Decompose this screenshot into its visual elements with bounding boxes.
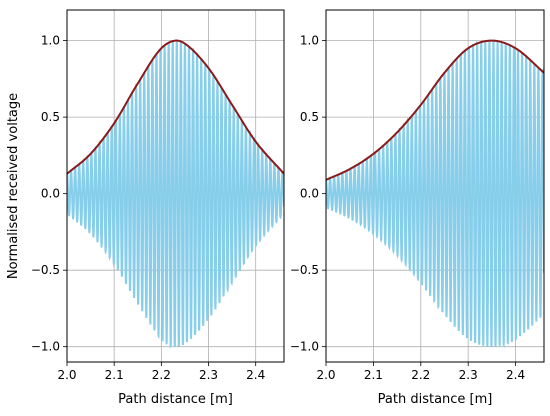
right-x-axis-label: Path distance [m]: [378, 392, 493, 407]
right-panel: 2.0 2.1 2.2 2.3 2.4 −1.0 −0.5 0.0 0.5 1.0 Path di…: [290, 9, 545, 407]
left-y-tick-label: 1.0: [41, 34, 60, 48]
right-envelope-line: [326, 39, 544, 181]
left-y-tick-label: 0.5: [41, 110, 60, 124]
right-plot-area: [326, 39, 544, 349]
left-y-axis-label: Normalised received voltage: [6, 93, 21, 279]
left-y-tick-label: 0.0: [41, 187, 60, 201]
right-x-tick-label: 2.2: [411, 368, 430, 382]
right-y-tick-label: −1.0: [290, 340, 319, 354]
right-x-tick-label: 2.3: [459, 368, 478, 382]
right-axes-frame: [325, 9, 545, 363]
right-x-tick-label: 2.4: [506, 368, 525, 382]
right-signal-line: [326, 40, 544, 349]
left-envelope-line: [67, 39, 284, 175]
right-x-tick-label: 2.0: [316, 368, 335, 382]
left-axes-frame: [66, 9, 285, 363]
right-y-tick-label: 0.0: [300, 187, 319, 201]
right-y-tick-label: −0.5: [290, 263, 319, 277]
left-x-tick-label: 2.2: [152, 368, 171, 382]
right-x-tick-label: 2.1: [364, 368, 383, 382]
right-y-tick-label: 0.5: [300, 110, 319, 124]
left-x-tick-label: 2.4: [246, 368, 265, 382]
left-signal-line: [67, 40, 284, 349]
left-ticks: 2.0 2.1 2.2 2.3 2.4 −1.0 −0.5 0.0 0.5 1.0: [31, 34, 265, 382]
right-y-tick-label: 1.0: [300, 34, 319, 48]
right-ticks: 2.0 2.1 2.2 2.3 2.4 −1.0 −0.5 0.0 0.5 1.0: [290, 34, 525, 382]
left-plot-area: [67, 39, 284, 349]
left-x-tick-label: 2.3: [199, 368, 218, 382]
left-y-tick-label: −0.5: [31, 263, 60, 277]
left-x-tick-label: 2.1: [105, 368, 124, 382]
left-x-tick-label: 2.0: [57, 368, 76, 382]
left-x-axis-label: Path distance [m]: [118, 392, 233, 407]
left-y-tick-label: −1.0: [31, 340, 60, 354]
left-panel: 2.0 2.1 2.2 2.3 2.4 −1.0 −0.5 0.0 0.5 1.0 Path di…: [6, 9, 285, 407]
